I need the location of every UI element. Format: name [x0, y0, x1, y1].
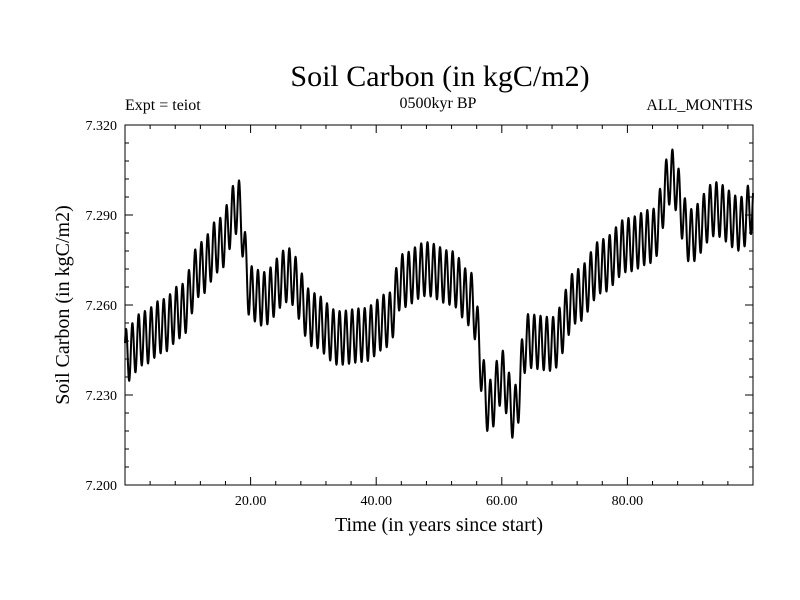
x-axis-label: Time (in years since start): [335, 514, 543, 536]
x-tick-label: 60.00: [486, 494, 518, 509]
plot-frame: [124, 124, 754, 486]
experiment-label: Expt = teiot: [125, 97, 201, 114]
soil-carbon-series-line: [124, 148, 754, 439]
y-axis-tick-labels: 7.200 7.230 7.260 7.290 7.320: [86, 119, 118, 494]
chart-title: Soil Carbon (in kgC/m2): [290, 60, 589, 93]
x-axis-ticks: [149, 125, 729, 485]
y-tick-label: 7.200: [86, 479, 118, 494]
x-tick-label: 40.00: [360, 494, 392, 509]
y-axis-ticks: [125, 124, 753, 486]
x-axis-tick-labels: 20.00 40.00 60.00 80.00: [235, 494, 643, 509]
y-tick-label: 7.320: [86, 119, 118, 134]
y-axis-label: Soil Carbon (in kgC/m2): [52, 205, 74, 404]
y-tick-label: 7.230: [86, 389, 118, 404]
chart-subtitle: 0500kyr BP: [400, 95, 477, 112]
y-tick-label: 7.290: [86, 209, 118, 224]
x-tick-label: 20.00: [235, 494, 267, 509]
y-tick-label: 7.260: [86, 299, 118, 314]
x-tick-label: 80.00: [612, 494, 644, 509]
months-label: ALL_MONTHS: [646, 97, 753, 114]
